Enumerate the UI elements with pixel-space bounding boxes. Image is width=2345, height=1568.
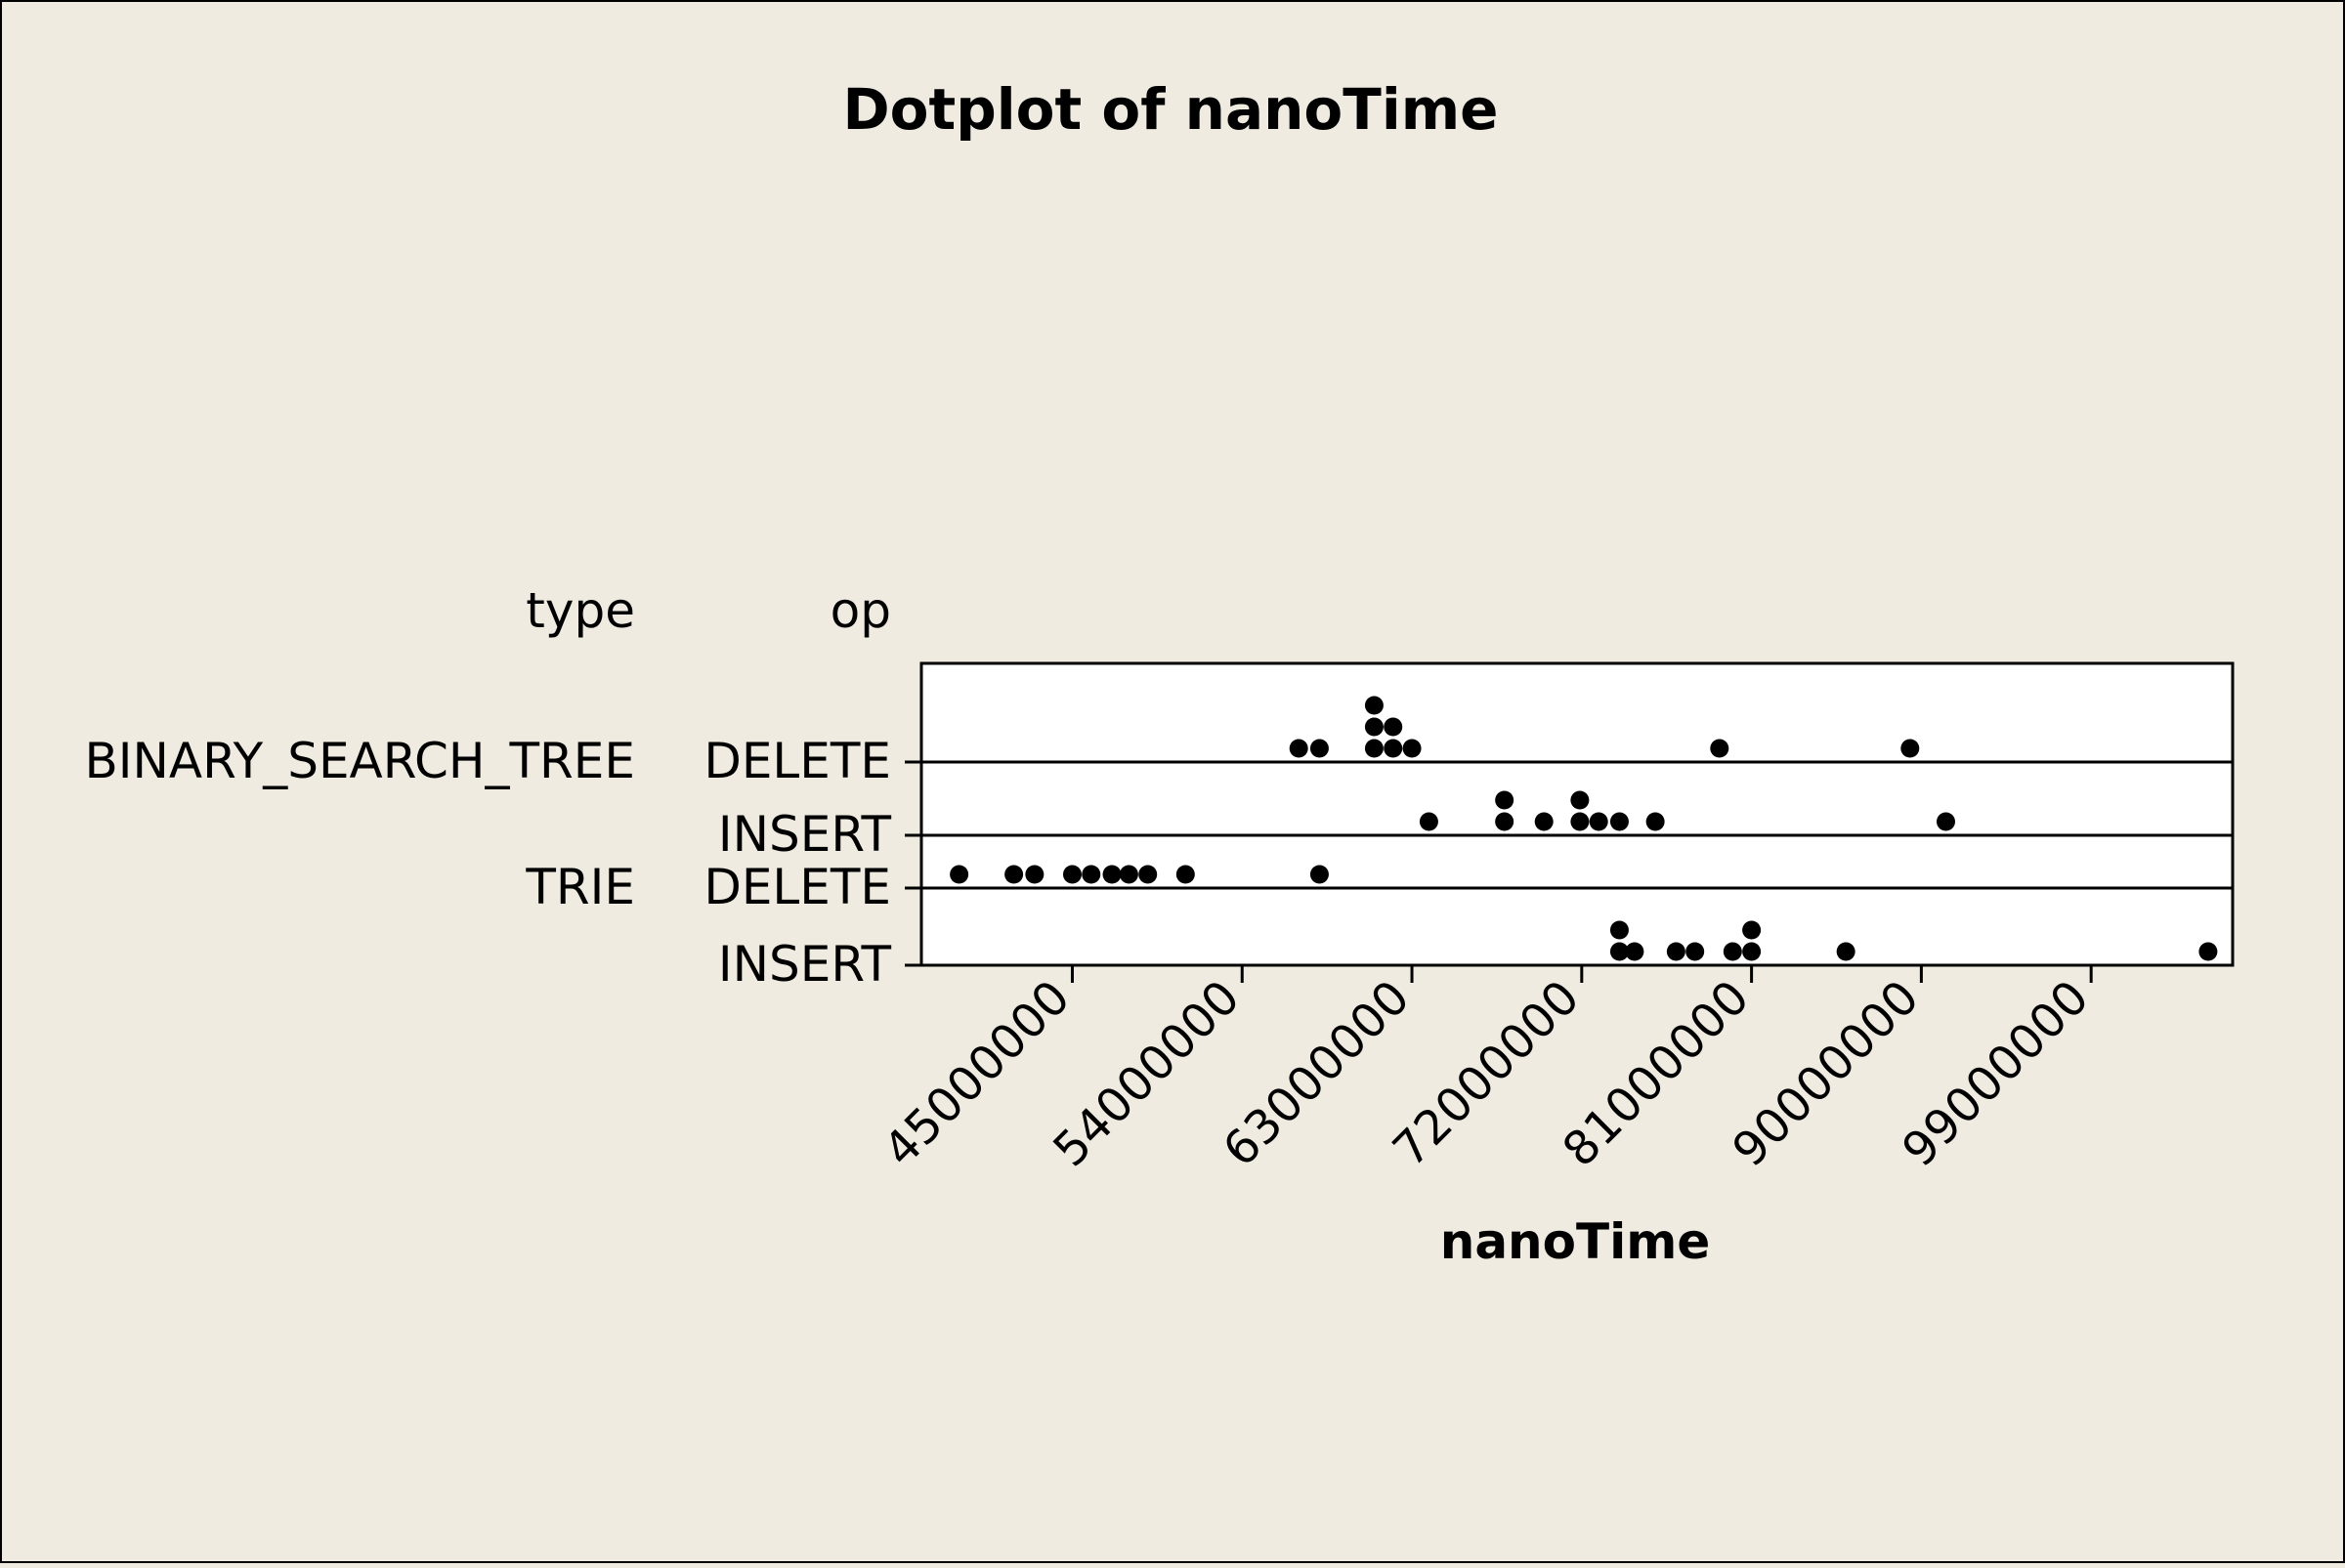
row-layer: DELETEBINARY_SEARCH_TREEINSERTDELETETRIE…	[84, 733, 2233, 993]
op-label: DELETE	[704, 733, 891, 789]
data-dot	[1289, 739, 1308, 758]
op-label: INSERT	[718, 806, 892, 863]
data-dot	[1082, 865, 1101, 884]
data-dot	[1936, 812, 1955, 831]
data-dot	[1570, 790, 1590, 810]
type-label: BINARY_SEARCH_TREE	[84, 733, 635, 789]
type-label: TRIE	[525, 859, 635, 915]
data-dot	[1025, 865, 1045, 884]
data-dot	[1836, 942, 1855, 961]
data-dot	[1609, 920, 1629, 940]
data-dot	[1685, 942, 1705, 961]
x-axis-title: nanoTime	[1440, 1213, 1711, 1270]
data-dot	[1402, 739, 1422, 758]
data-dot	[1384, 739, 1403, 758]
data-dot	[1742, 942, 1762, 961]
data-dot	[1589, 812, 1608, 831]
data-dot	[950, 865, 969, 884]
data-dot	[1309, 739, 1329, 758]
type-column-header: type	[526, 582, 635, 639]
data-dot	[1645, 812, 1665, 831]
data-dot	[1004, 865, 1024, 884]
data-dot	[1625, 942, 1644, 961]
data-dot	[1102, 865, 1122, 884]
data-dot	[1309, 865, 1329, 884]
data-dot	[1666, 942, 1685, 961]
data-dot	[1742, 920, 1762, 940]
data-dot	[1364, 696, 1384, 715]
data-dot	[1138, 865, 1158, 884]
data-dot	[1570, 812, 1590, 831]
op-label: DELETE	[704, 859, 891, 915]
data-dot	[1384, 717, 1403, 737]
data-dot	[1495, 812, 1514, 831]
data-dot	[1723, 942, 1742, 961]
data-dot	[1419, 812, 1438, 831]
data-dot	[1062, 865, 1082, 884]
data-dot	[1119, 865, 1138, 884]
chart-title: Dotplot of nanoTime	[843, 76, 1499, 143]
data-dot	[1364, 739, 1384, 758]
data-dot	[1364, 717, 1384, 737]
data-dot	[1495, 790, 1514, 810]
data-dot	[1534, 812, 1554, 831]
data-dot	[1609, 812, 1629, 831]
data-dot	[1609, 942, 1629, 961]
op-column-header: op	[831, 582, 891, 639]
data-dot	[1900, 739, 1920, 758]
op-label: INSERT	[718, 936, 892, 993]
dot-layer	[950, 696, 2218, 961]
data-dot	[1175, 865, 1195, 884]
data-dot	[1710, 739, 1729, 758]
data-dot	[2198, 942, 2218, 961]
